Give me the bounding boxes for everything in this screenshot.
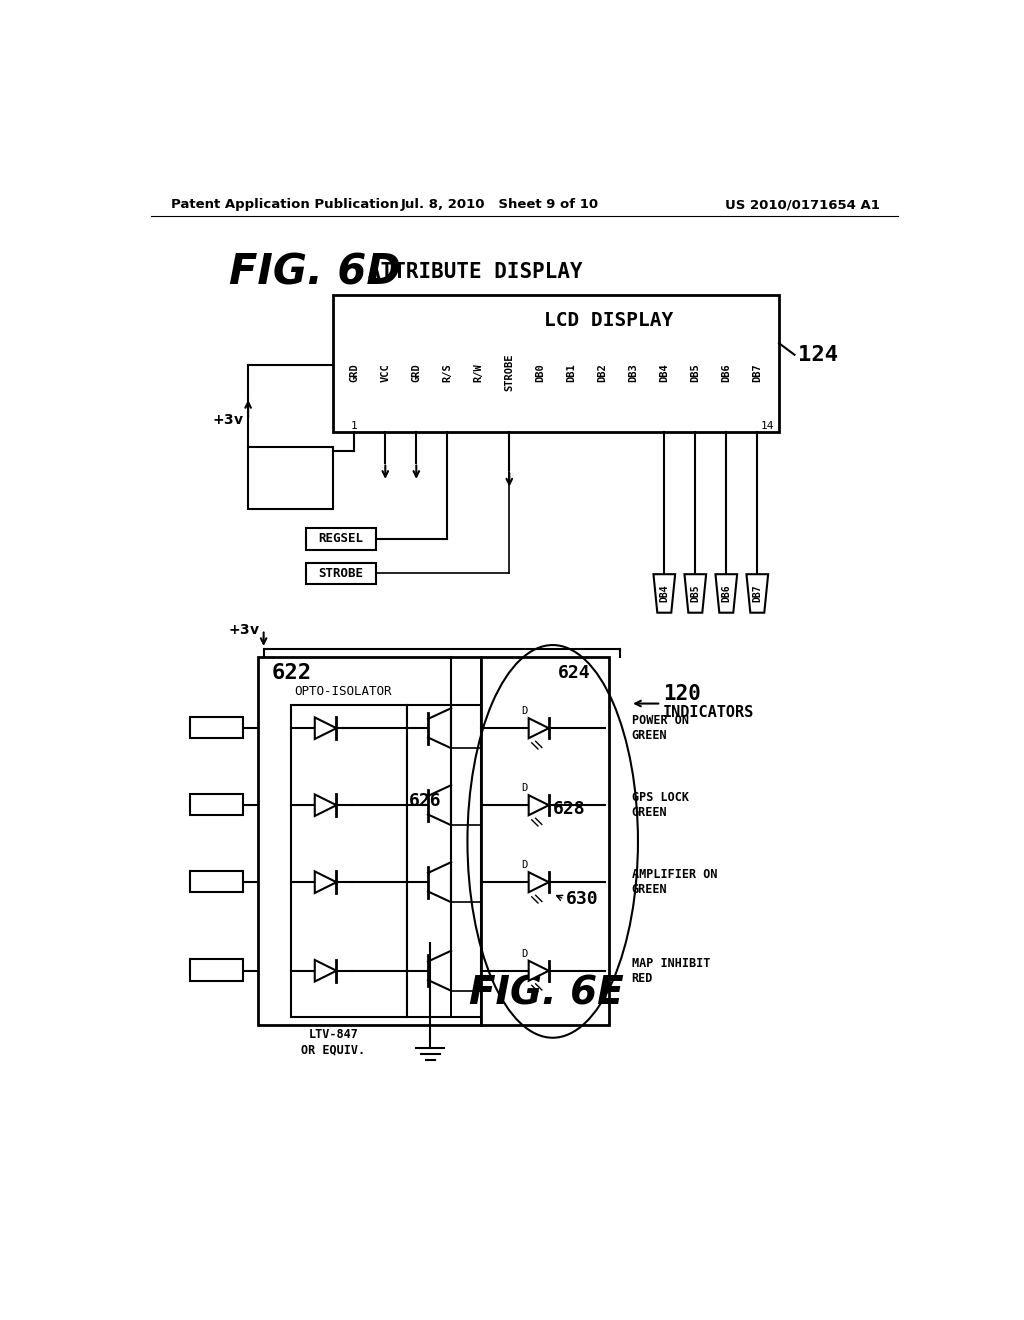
Text: DB4: DB4 [659, 585, 670, 602]
Polygon shape [528, 873, 549, 892]
Text: INDICATORS: INDICATORS [663, 705, 754, 721]
Text: DB0: DB0 [536, 363, 546, 381]
Polygon shape [528, 795, 549, 816]
Text: LTV-847
OR EQUIV.: LTV-847 OR EQUIV. [301, 1028, 366, 1056]
Text: US 2010/0171654 A1: US 2010/0171654 A1 [725, 198, 880, 211]
Text: AMPLIFIER ON
GREEN: AMPLIFIER ON GREEN [632, 869, 717, 896]
Bar [306, 562, 376, 585]
Polygon shape [314, 718, 337, 739]
Text: FIG. 6D: FIG. 6D [228, 251, 400, 293]
Text: REGSEL: REGSEL [318, 532, 364, 545]
Text: $\mathbf{+3v}$: $\mathbf{+3v}$ [227, 623, 260, 636]
Text: 120: 120 [663, 684, 700, 704]
Text: POWER ON
GREEN: POWER ON GREEN [632, 714, 689, 742]
Polygon shape [314, 871, 337, 892]
Text: D: D [521, 949, 528, 958]
Text: STROBE: STROBE [318, 566, 364, 579]
Polygon shape [314, 960, 337, 982]
Text: DB4: DB4 [659, 363, 670, 381]
Text: 124: 124 [799, 345, 839, 364]
Bar [190, 717, 243, 738]
Text: 630: 630 [566, 890, 598, 908]
Text: 628: 628 [553, 800, 586, 818]
Text: DB6: DB6 [721, 585, 731, 602]
Bar [190, 793, 243, 816]
Text: DB5: DB5 [690, 585, 700, 602]
Text: GRD: GRD [412, 363, 421, 381]
Text: FIG. 6E: FIG. 6E [469, 975, 624, 1012]
Text: 14: 14 [761, 421, 775, 432]
Bar [306, 528, 376, 549]
Text: 624: 624 [558, 664, 591, 681]
Text: DB6: DB6 [721, 363, 731, 381]
Bar [190, 960, 243, 981]
Text: ATTRIBUTE DISPLAY: ATTRIBUTE DISPLAY [369, 263, 583, 282]
Polygon shape [684, 574, 707, 612]
Text: D: D [521, 783, 528, 793]
Text: DB7: DB7 [753, 363, 762, 381]
Text: 626: 626 [409, 792, 441, 810]
Text: DB3: DB3 [629, 363, 638, 381]
Text: 1: 1 [351, 421, 357, 432]
Text: LED4: LED4 [202, 964, 231, 977]
Polygon shape [746, 574, 768, 612]
Text: D: D [521, 706, 528, 717]
Bar [334, 296, 779, 432]
Text: $\mathbf{+3v}$: $\mathbf{+3v}$ [212, 413, 245, 428]
Polygon shape [653, 574, 675, 612]
Bar [407, 705, 480, 1016]
Text: LED1: LED1 [202, 721, 231, 734]
Bar [480, 657, 608, 1024]
Text: R/S: R/S [442, 363, 453, 381]
Bar [248, 447, 334, 508]
Text: GRD: GRD [349, 363, 359, 381]
Text: OPTO-ISOLATOR: OPTO-ISOLATOR [295, 685, 392, 698]
Text: STROBE: STROBE [504, 354, 514, 391]
Text: DB5: DB5 [690, 363, 700, 381]
Bar [258, 657, 480, 1024]
Bar [291, 705, 407, 1016]
Polygon shape [528, 961, 549, 981]
Text: D: D [521, 861, 528, 870]
Text: MAP INHIBIT
RED: MAP INHIBIT RED [632, 957, 710, 985]
Polygon shape [528, 718, 549, 738]
Text: LCD DISPLAY: LCD DISPLAY [544, 310, 673, 330]
Polygon shape [716, 574, 737, 612]
Text: LED3: LED3 [202, 875, 231, 888]
Text: LED2: LED2 [202, 797, 231, 810]
Polygon shape [314, 795, 337, 816]
Text: 622: 622 [271, 663, 311, 682]
Text: GPS LOCK
GREEN: GPS LOCK GREEN [632, 791, 689, 820]
Text: DB2: DB2 [597, 363, 607, 381]
Text: R/W: R/W [473, 363, 483, 381]
Bar [190, 871, 243, 892]
Text: VCC: VCC [380, 363, 390, 381]
Text: DB1: DB1 [566, 363, 577, 381]
Text: DB7: DB7 [753, 585, 762, 602]
Text: Patent Application Publication: Patent Application Publication [171, 198, 398, 211]
Text: Jul. 8, 2010   Sheet 9 of 10: Jul. 8, 2010 Sheet 9 of 10 [401, 198, 599, 211]
